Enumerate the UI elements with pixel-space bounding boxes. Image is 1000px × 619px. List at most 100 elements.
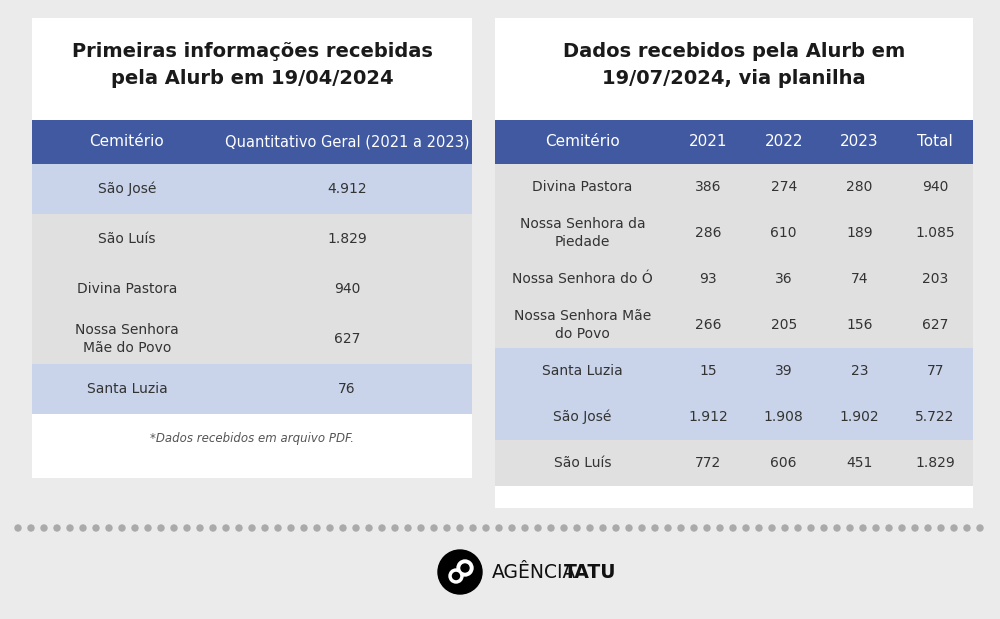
Circle shape (80, 525, 86, 531)
Bar (495, 120, 973, 164)
Bar (495, 348, 973, 394)
Circle shape (93, 525, 99, 531)
Circle shape (67, 525, 73, 531)
Circle shape (444, 525, 450, 531)
Text: Nossa Senhora
Mãe do Povo: Nossa Senhora Mãe do Povo (75, 323, 179, 355)
Text: 23: 23 (851, 364, 868, 378)
Circle shape (925, 525, 931, 531)
Text: 74: 74 (851, 272, 868, 286)
Text: 1.829: 1.829 (915, 456, 955, 470)
Circle shape (340, 525, 346, 531)
Text: Santa Luzia: Santa Luzia (87, 382, 167, 396)
Circle shape (535, 525, 541, 531)
Circle shape (392, 525, 398, 531)
Circle shape (449, 569, 463, 583)
Text: 2022: 2022 (764, 134, 803, 150)
Text: 386: 386 (695, 180, 721, 194)
Bar (32, 264, 472, 314)
Text: 1.908: 1.908 (764, 410, 804, 424)
Bar (495, 256, 973, 302)
Bar (495, 164, 973, 210)
Circle shape (691, 525, 697, 531)
Circle shape (236, 525, 242, 531)
Circle shape (132, 525, 138, 531)
Text: São José: São José (553, 410, 612, 424)
Text: 286: 286 (695, 226, 721, 240)
Circle shape (886, 525, 892, 531)
Text: 5.722: 5.722 (915, 410, 955, 424)
Bar (495, 302, 973, 348)
Circle shape (262, 525, 268, 531)
Circle shape (587, 525, 593, 531)
Text: 1.912: 1.912 (688, 410, 728, 424)
Text: 93: 93 (699, 272, 717, 286)
Circle shape (626, 525, 632, 531)
Circle shape (405, 525, 411, 531)
Circle shape (834, 525, 840, 531)
Text: 627: 627 (922, 318, 948, 332)
Text: 205: 205 (770, 318, 797, 332)
Circle shape (288, 525, 294, 531)
Circle shape (665, 525, 671, 531)
Text: 274: 274 (770, 180, 797, 194)
Circle shape (769, 525, 775, 531)
Text: 189: 189 (846, 226, 873, 240)
Circle shape (938, 525, 944, 531)
Text: 610: 610 (770, 226, 797, 240)
Text: *Dados recebidos em arquivo PDF.: *Dados recebidos em arquivo PDF. (150, 432, 354, 445)
Text: 451: 451 (846, 456, 873, 470)
Circle shape (210, 525, 216, 531)
Text: Quantitativo Geral (2021 a 2023): Quantitativo Geral (2021 a 2023) (225, 134, 469, 150)
Bar (495, 210, 973, 256)
Circle shape (15, 525, 21, 531)
Circle shape (353, 525, 359, 531)
Text: 266: 266 (695, 318, 721, 332)
Circle shape (743, 525, 749, 531)
Circle shape (808, 525, 814, 531)
Text: 2023: 2023 (840, 134, 879, 150)
Text: Divina Pastora: Divina Pastora (77, 282, 177, 296)
Circle shape (873, 525, 879, 531)
Text: São Luís: São Luís (98, 232, 156, 246)
Circle shape (457, 525, 463, 531)
Bar (32, 164, 472, 214)
Text: Nossa Senhora do Ó: Nossa Senhora do Ó (512, 272, 653, 286)
Text: 940: 940 (334, 282, 360, 296)
Text: Total: Total (917, 134, 953, 150)
Text: Nossa Senhora Mãe
do Povo: Nossa Senhora Mãe do Povo (514, 310, 651, 340)
Text: Cemitério: Cemitério (90, 134, 164, 150)
Circle shape (158, 525, 164, 531)
Circle shape (912, 525, 918, 531)
Bar (32, 364, 472, 414)
Circle shape (418, 525, 424, 531)
Circle shape (522, 525, 528, 531)
Text: 4.912: 4.912 (327, 182, 367, 196)
Text: 1.829: 1.829 (327, 232, 367, 246)
Bar (32, 120, 472, 164)
Circle shape (496, 525, 502, 531)
Circle shape (561, 525, 567, 531)
Circle shape (704, 525, 710, 531)
Circle shape (613, 525, 619, 531)
Circle shape (171, 525, 177, 531)
Bar (495, 18, 973, 508)
Bar (32, 214, 472, 264)
Circle shape (678, 525, 684, 531)
Circle shape (600, 525, 606, 531)
Circle shape (860, 525, 866, 531)
Circle shape (717, 525, 723, 531)
Circle shape (470, 525, 476, 531)
Circle shape (145, 525, 151, 531)
Circle shape (509, 525, 515, 531)
Circle shape (899, 525, 905, 531)
Bar (32, 314, 472, 364)
Circle shape (730, 525, 736, 531)
Circle shape (574, 525, 580, 531)
Text: Cemitério: Cemitério (545, 134, 620, 150)
Circle shape (327, 525, 333, 531)
Circle shape (314, 525, 320, 531)
Circle shape (457, 560, 473, 576)
Text: São José: São José (98, 182, 156, 196)
Text: 1.902: 1.902 (840, 410, 879, 424)
Circle shape (184, 525, 190, 531)
